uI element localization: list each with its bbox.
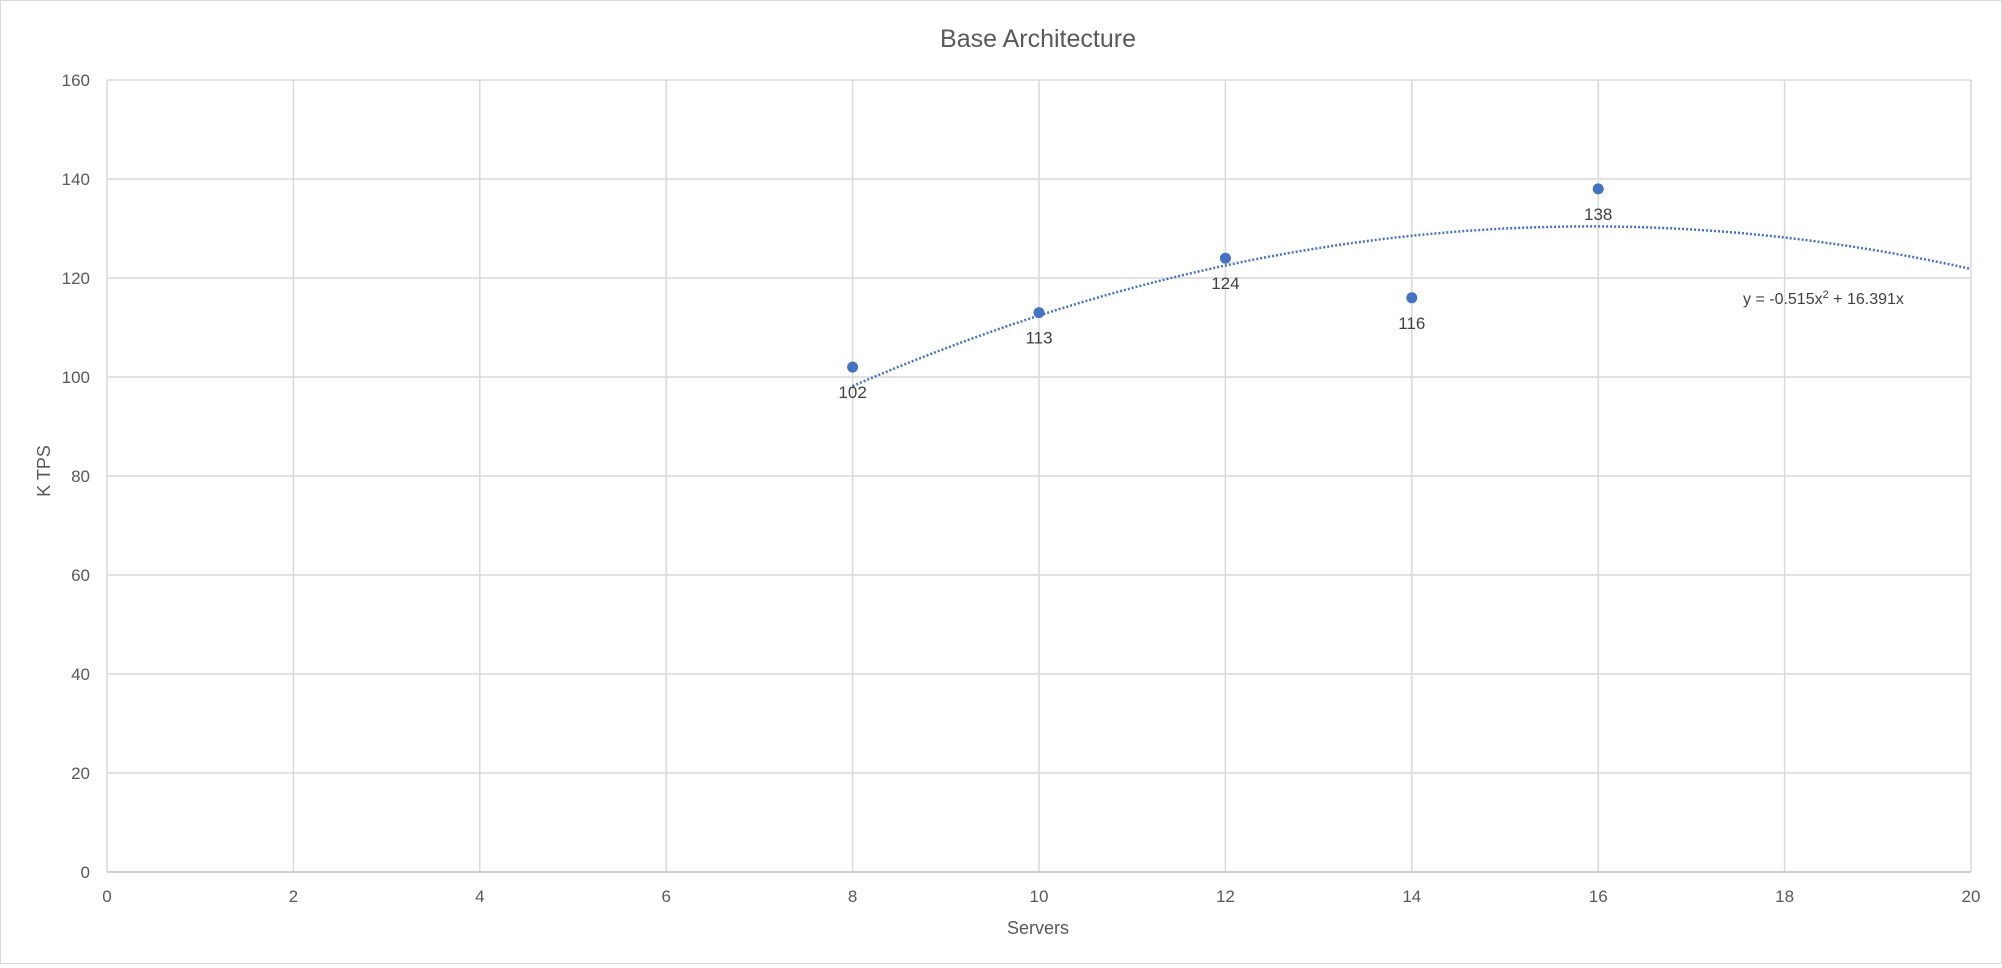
grid-lines bbox=[107, 79, 1972, 872]
y-tick-label: 140 bbox=[62, 170, 90, 189]
x-tick-label: 4 bbox=[475, 887, 484, 906]
x-tick-label: 20 bbox=[1962, 887, 1981, 906]
x-tick-label: 14 bbox=[1402, 887, 1421, 906]
data-label: 138 bbox=[1584, 205, 1612, 224]
y-tick-label: 60 bbox=[71, 566, 90, 585]
x-axis-label: Servers bbox=[1007, 918, 1069, 938]
y-tick-label: 40 bbox=[71, 665, 90, 684]
x-tick-labels: 0 2 4 6 8 10 12 14 16 18 20 bbox=[102, 887, 1980, 906]
y-tick-label: 120 bbox=[62, 269, 90, 288]
x-tick-label: 0 bbox=[102, 887, 111, 906]
trendline-equation-prefix: y = -0.515x bbox=[1743, 291, 1823, 308]
x-tick-label: 10 bbox=[1030, 887, 1049, 906]
data-label: 113 bbox=[1025, 329, 1052, 348]
data-point bbox=[1219, 252, 1231, 264]
x-tick-label: 8 bbox=[848, 887, 857, 906]
y-tick-label: 0 bbox=[81, 863, 90, 882]
y-tick-label: 80 bbox=[71, 467, 90, 486]
trendline-equation: y = -0.515x2 + 16.391x bbox=[1743, 289, 1904, 308]
data-point bbox=[1033, 307, 1045, 319]
x-tick-label: 6 bbox=[661, 887, 670, 906]
trendline-equation-suffix: + 16.391x bbox=[1829, 291, 1904, 308]
chart-title: Base Architecture bbox=[940, 25, 1136, 53]
data-labels: 102 113 124 116 138 bbox=[838, 205, 1612, 402]
y-tick-label: 20 bbox=[71, 764, 90, 783]
data-label: 116 bbox=[1398, 314, 1425, 333]
y-tick-label: 100 bbox=[62, 368, 90, 387]
x-tick-label: 2 bbox=[289, 887, 298, 906]
data-label: 102 bbox=[838, 383, 866, 402]
data-label: 124 bbox=[1211, 274, 1239, 293]
data-points bbox=[847, 183, 1604, 373]
x-tick-label: 12 bbox=[1216, 887, 1235, 906]
y-axis-label: K TPS bbox=[34, 445, 54, 497]
x-tick-label: 16 bbox=[1589, 887, 1608, 906]
x-tick-label: 18 bbox=[1775, 887, 1794, 906]
data-point bbox=[1406, 292, 1418, 304]
data-point bbox=[1592, 183, 1604, 195]
trendline-equation-exponent: 2 bbox=[1823, 289, 1829, 301]
y-tick-labels: 0 20 40 60 80 100 120 140 160 bbox=[62, 71, 90, 882]
trendline bbox=[852, 225, 1972, 388]
axes bbox=[106, 80, 1971, 873]
y-tick-label: 160 bbox=[62, 71, 90, 90]
data-point bbox=[847, 361, 859, 373]
